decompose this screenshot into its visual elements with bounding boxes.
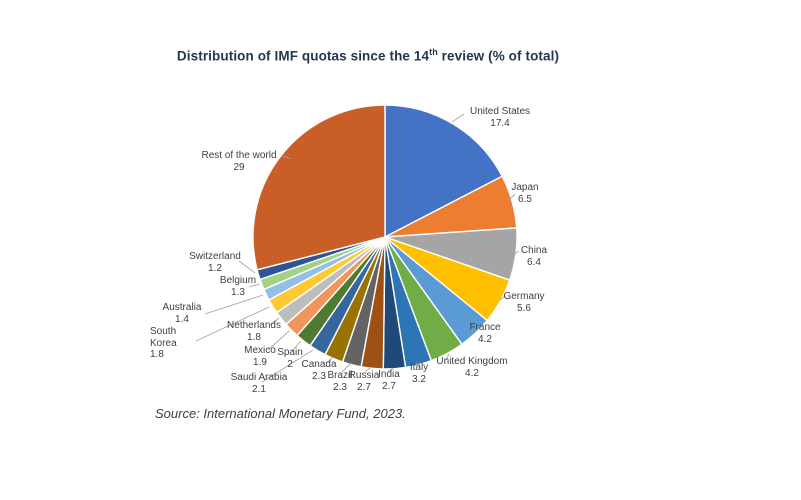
pie-slice-united-states	[384, 104, 504, 239]
slice-label-switzerland: Switzerland 1.2	[184, 251, 246, 274]
slice-label-russia: Russia 2.7	[344, 370, 384, 393]
slice-label-france: France 4.2	[462, 322, 508, 345]
slice-label-line: Italy	[409, 362, 429, 373]
leader-line-united-states	[451, 113, 465, 123]
leader-line-united-kingdom	[445, 353, 450, 361]
slice-label-japan: Japan 6.5	[505, 182, 545, 205]
leader-line-germany	[499, 295, 506, 301]
slice-label-line: Russia	[348, 370, 380, 381]
slice-label-line: Mexico	[244, 345, 276, 356]
slice-label-line: 2.3	[312, 370, 326, 382]
slice-label-line: Spain	[277, 347, 303, 358]
slice-label-line: Canada	[301, 359, 337, 370]
slice-label-rest-of-the-world: Rest of the world 29	[192, 150, 286, 173]
slice-label-line: 1.8	[150, 349, 164, 360]
chart-title-text: Distribution of IMF quotas since the 14	[176, 48, 430, 64]
leader-line-belgium	[248, 283, 261, 288]
leader-line-china	[513, 250, 520, 255]
leader-line-rest-of-the-world	[282, 155, 292, 160]
slice-label-line: 6.5	[518, 193, 532, 205]
leader-line-france	[468, 325, 474, 332]
slice-label-line: 6.4	[527, 256, 541, 268]
slice-label-line: 2.7	[382, 380, 396, 392]
slice-label-line: China	[520, 245, 548, 256]
slice-label-line: Belgium	[219, 275, 257, 286]
slice-label-united-states: United States 17.4	[464, 106, 536, 129]
slice-label-line: 1.8	[247, 331, 261, 343]
leader-line-canada	[326, 356, 334, 364]
slice-label-line: 1.2	[208, 262, 222, 274]
slice-label-line: 1.9	[253, 356, 267, 368]
slice-label-line: Germany	[503, 291, 545, 302]
slice-label-line: 17.4	[490, 117, 510, 129]
slice-label-line: South	[150, 326, 177, 337]
slice-label-spain: Spain 2	[272, 347, 308, 370]
slice-label-line: 29	[233, 161, 245, 173]
slice-label-line: Saudi Arabia	[230, 372, 288, 383]
chart-title-superscript: th	[429, 47, 438, 57]
leader-line-south-korea	[195, 306, 270, 342]
leader-line-saudi-arabia	[261, 349, 314, 383]
slice-label-brazil: Brazil 2.3	[322, 370, 358, 393]
leader-line-mexico	[267, 330, 290, 351]
slice-label-line: 1.3	[231, 286, 245, 298]
slice-label-line: 2	[287, 358, 293, 370]
leader-line-australia	[204, 294, 264, 315]
slice-label-line: 2.1	[252, 383, 266, 395]
slice-label-belgium: Belgium 1.3	[214, 275, 262, 298]
slice-label-line: United States	[469, 106, 531, 117]
slice-label-line: 1.4	[175, 313, 189, 325]
slice-label-australia: Australia 1.4	[156, 302, 208, 325]
leader-line-japan	[507, 193, 516, 202]
slice-label-line: 4.2	[465, 367, 479, 379]
slice-label-line: Japan	[511, 182, 539, 193]
slice-label-line: Rest of the world	[201, 150, 277, 161]
slice-label-china: China 6.4	[512, 245, 556, 268]
slice-label-canada: Canada 2.3	[296, 359, 342, 382]
slice-label-line: Switzerland	[189, 251, 241, 262]
leader-line-india	[387, 367, 394, 373]
chart-title: Distribution of IMF quotas since the 14t…	[88, 47, 648, 64]
slice-label-india: India 2.7	[372, 369, 406, 392]
leader-line-italy	[414, 362, 418, 367]
slice-label-line: 3.2	[412, 373, 426, 385]
leader-line-spain	[291, 340, 302, 352]
slice-label-mexico: Mexico 1.9	[238, 345, 282, 368]
leader-line-switzerland	[238, 260, 256, 274]
slice-label-south-korea: South Korea 1.8	[150, 326, 190, 361]
source-note: Source: International Monetary Fund, 202…	[155, 406, 406, 421]
slice-label-line: 2.3	[333, 381, 347, 393]
slice-label-line: Netherlands	[227, 320, 281, 331]
slice-label-germany: Germany 5.6	[496, 291, 552, 314]
leader-line-netherlands	[270, 317, 280, 326]
leader-line-brazil	[341, 362, 352, 373]
pie-slice-rest-of-the-world	[252, 104, 386, 271]
slice-label-line: Korea	[150, 337, 177, 349]
slice-label-line: India	[378, 369, 400, 380]
slice-label-line: 4.2	[478, 333, 492, 345]
slice-label-line: France	[469, 322, 501, 333]
slice-label-line: Brazil	[327, 370, 353, 381]
slice-label-saudi-arabia: Saudi Arabia 2.1	[224, 372, 294, 395]
chart-title-suffix: review (% of total)	[437, 48, 560, 64]
slice-label-united-kingdom: United Kingdom 4.2	[428, 356, 516, 379]
slice-label-italy: Italy 3.2	[402, 362, 436, 385]
slice-label-netherlands: Netherlands 1.8	[220, 320, 288, 343]
slice-label-line: United Kingdom	[436, 356, 508, 367]
slice-label-line: Australia	[162, 302, 202, 313]
slice-label-line: 5.6	[517, 302, 531, 314]
slice-label-line: 2.7	[357, 381, 371, 393]
leader-line-russia	[364, 366, 372, 373]
